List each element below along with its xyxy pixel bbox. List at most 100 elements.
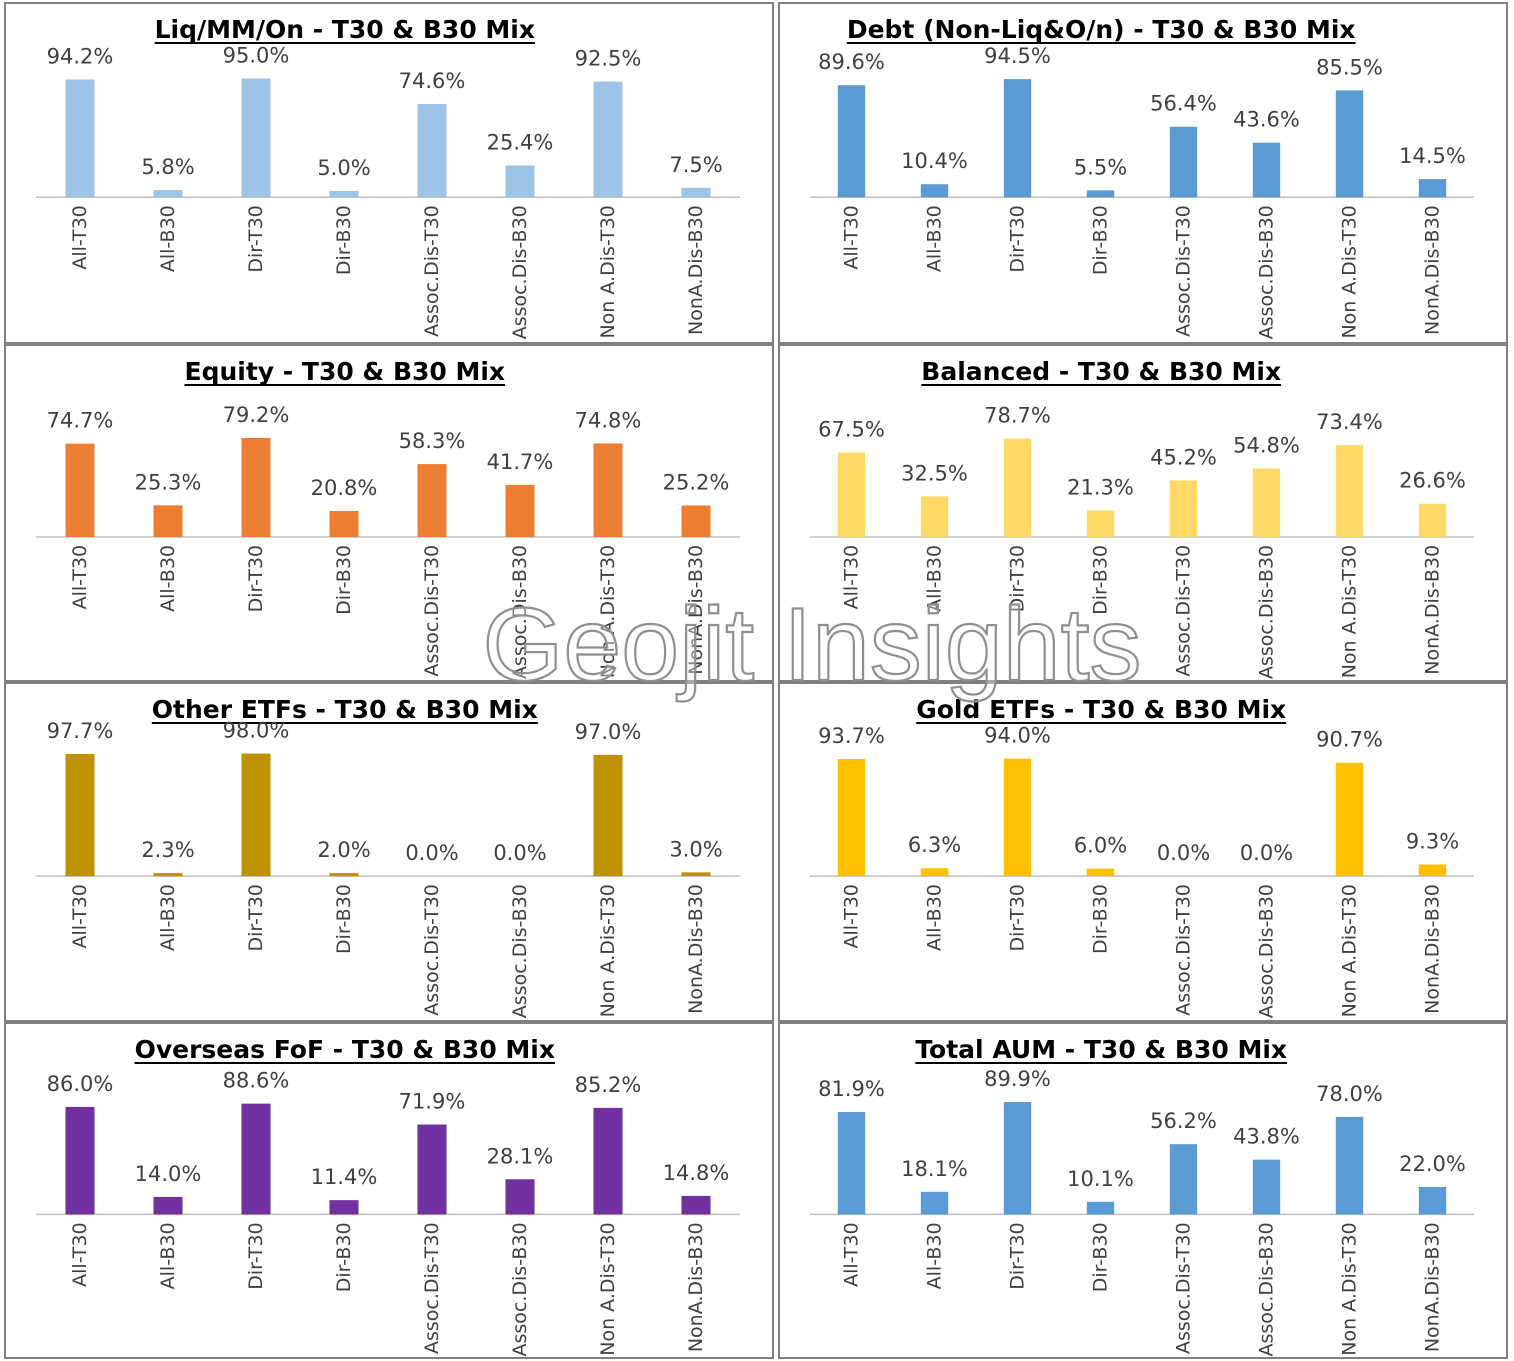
bar-dir-t30 <box>241 753 271 877</box>
data-label: 2.0% <box>317 838 370 862</box>
x-tick-label: All-T30 <box>69 884 91 948</box>
chart-svg: Balanced - T30 & B30 Mix 67.5% All-T30 32.5… <box>810 357 1474 679</box>
x-tick-label: Assoc.Dis-B30 <box>509 884 531 1018</box>
x-tick-label: Assoc.Dis-T30 <box>421 205 443 337</box>
data-label: 5.8% <box>141 155 194 179</box>
data-label: 97.0% <box>575 720 642 744</box>
data-label: 14.5% <box>1399 144 1466 168</box>
bar-assoc-dis-t30 <box>417 1124 447 1215</box>
chart-panel-debt: Debt (Non-Liq&O/n) - T30 & B30 Mix 89.6% A… <box>778 2 1508 344</box>
x-tick-label: All-B30 <box>924 545 946 612</box>
bar-dir-t30 <box>1003 438 1032 537</box>
chart-panel-other-etfs: Other ETFs - T30 & B30 Mix 97.7% All-T30 2.… <box>4 682 774 1022</box>
bar-all-b30 <box>153 1196 183 1215</box>
data-label: 5.0% <box>317 156 370 180</box>
bar-assoc-dis-b30 <box>505 484 535 537</box>
chart-svg: Liq/MM/On - T30 & B30 Mix 94.2% All-T30 5.8… <box>36 15 740 339</box>
x-tick-label: Non A.Dis-T30 <box>597 545 619 678</box>
chart-panel-overseas-fof: Overseas FoF - T30 & B30 Mix 86.0% All-T30… <box>4 1022 774 1359</box>
x-tick-label: Dir-B30 <box>333 884 355 954</box>
data-label: 79.2% <box>223 403 290 427</box>
data-label: 25.3% <box>135 470 202 494</box>
data-label: 85.2% <box>575 1073 642 1097</box>
data-label: 56.4% <box>1150 92 1217 116</box>
data-label: 78.7% <box>984 404 1051 428</box>
bar-assoc-dis-b30 <box>1252 142 1281 198</box>
x-tick-label: Non A.Dis-T30 <box>597 884 619 1017</box>
bar-non-a-dis-t30 <box>593 1107 623 1215</box>
chart-svg: Debt (Non-Liq&O/n) - T30 & B30 Mix 89.6% A… <box>810 15 1474 339</box>
data-label: 21.3% <box>1067 475 1134 499</box>
data-label: 43.8% <box>1233 1125 1300 1149</box>
bar-non-a-dis-t30 <box>593 443 623 537</box>
data-label: 22.0% <box>1399 1152 1466 1176</box>
bar-assoc-dis-t30 <box>1169 126 1198 198</box>
data-label: 54.8% <box>1233 433 1300 457</box>
data-label: 85.5% <box>1316 55 1383 79</box>
bar-dir-b30 <box>329 1200 359 1215</box>
x-tick-label: NonA.Dis-B30 <box>685 884 707 1014</box>
x-tick-label: Dir-B30 <box>1090 1222 1112 1292</box>
data-label: 0.0% <box>1240 841 1293 865</box>
x-tick-label: Assoc.Dis-B30 <box>1256 884 1278 1018</box>
data-label: 89.9% <box>984 1067 1051 1091</box>
chart-panel-equity: Equity - T30 & B30 Mix 74.7% All-T30 25.3% A… <box>4 344 774 682</box>
bar-all-b30 <box>153 873 183 877</box>
x-tick-label: Assoc.Dis-B30 <box>1256 545 1278 679</box>
x-tick-label: All-T30 <box>841 1222 863 1286</box>
x-tick-label: Dir-T30 <box>1007 884 1029 951</box>
bar-all-t30 <box>837 1112 866 1215</box>
x-tick-label: NonA.Dis-B30 <box>1422 884 1444 1014</box>
data-label: 7.5% <box>669 153 722 177</box>
x-tick-label: All-T30 <box>69 1222 91 1286</box>
bar-dir-b30 <box>329 510 359 537</box>
bar-dir-t30 <box>241 437 271 537</box>
data-label: 28.1% <box>487 1144 554 1168</box>
bar-nona-dis-b30 <box>1418 503 1447 537</box>
bar-assoc-dis-t30 <box>1169 1144 1198 1215</box>
bar-assoc-dis-b30 <box>1252 468 1281 537</box>
bar-all-t30 <box>837 85 866 198</box>
chart-title: Gold ETFs - T30 & B30 Mix <box>916 695 1286 724</box>
bar-all-b30 <box>920 1191 949 1215</box>
x-tick-label: All-B30 <box>157 884 179 951</box>
chart-svg: Other ETFs - T30 & B30 Mix 97.7% All-T30 2.… <box>36 695 740 1018</box>
bar-assoc-dis-t30 <box>1169 480 1198 537</box>
data-label: 58.3% <box>399 429 466 453</box>
x-tick-label: All-T30 <box>841 884 863 948</box>
x-tick-label: Non A.Dis-T30 <box>1339 884 1361 1017</box>
bar-dir-b30 <box>1086 1201 1115 1215</box>
data-label: 43.6% <box>1233 108 1300 132</box>
chart-panel-gold-etfs: Gold ETFs - T30 & B30 Mix 93.7% All-T30 6.3… <box>778 682 1508 1022</box>
x-tick-label: Assoc.Dis-B30 <box>1256 1222 1278 1356</box>
data-label: 74.8% <box>575 408 642 432</box>
data-label: 18.1% <box>901 1157 968 1181</box>
data-label: 10.1% <box>1067 1167 1134 1191</box>
x-tick-label: All-B30 <box>924 205 946 272</box>
data-label: 92.5% <box>575 47 642 71</box>
data-label: 0.0% <box>1157 841 1210 865</box>
x-tick-label: Assoc.Dis-T30 <box>1173 205 1195 337</box>
data-label: 95.0% <box>223 43 290 67</box>
data-label: 25.2% <box>663 470 730 494</box>
x-tick-label: Dir-B30 <box>1090 545 1112 615</box>
data-label: 67.5% <box>818 418 885 442</box>
data-label: 9.3% <box>1406 829 1459 853</box>
chart-svg: Overseas FoF - T30 & B30 Mix 86.0% All-T30… <box>36 1035 740 1357</box>
data-label: 89.6% <box>818 50 885 74</box>
bar-dir-b30 <box>1086 510 1115 537</box>
bar-assoc-dis-b30 <box>505 1179 535 1215</box>
bar-non-a-dis-t30 <box>1335 762 1364 877</box>
data-label: 14.0% <box>135 1162 202 1186</box>
data-label: 98.0% <box>223 719 290 743</box>
x-tick-label: All-B30 <box>157 205 179 272</box>
bar-nona-dis-b30 <box>681 187 711 198</box>
bar-dir-t30 <box>241 1103 271 1215</box>
x-tick-label: Non A.Dis-T30 <box>597 1222 619 1355</box>
x-tick-label: Dir-B30 <box>333 545 355 615</box>
x-tick-label: NonA.Dis-B30 <box>685 205 707 335</box>
data-label: 32.5% <box>901 461 968 485</box>
x-tick-label: NonA.Dis-B30 <box>1422 545 1444 675</box>
x-tick-label: Assoc.Dis-T30 <box>1173 1222 1195 1354</box>
x-tick-label: Dir-T30 <box>245 545 267 612</box>
